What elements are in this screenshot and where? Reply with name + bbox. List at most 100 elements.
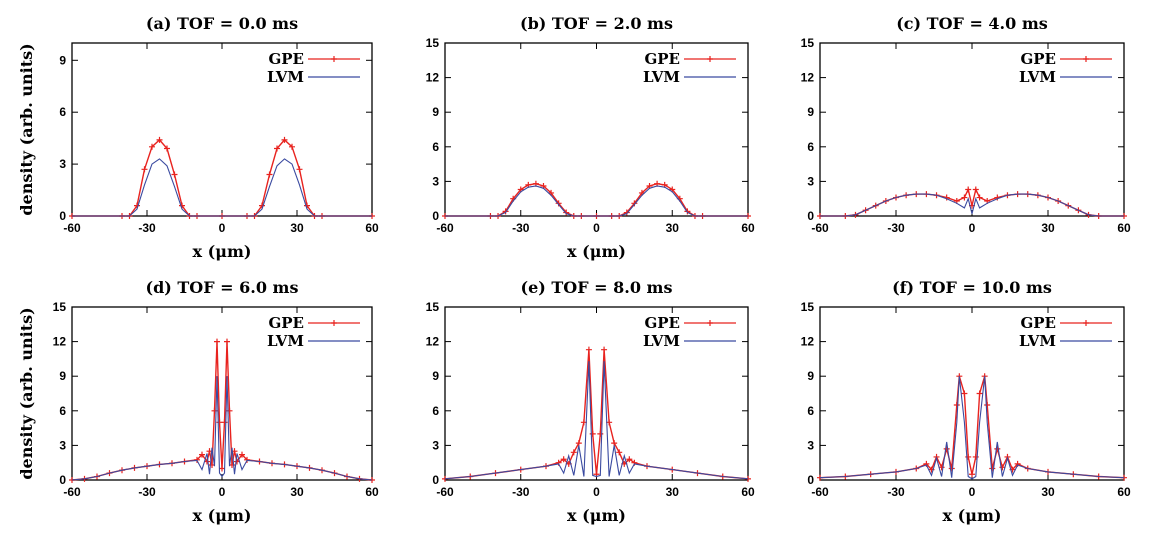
- x-tick-label: 30: [290, 485, 304, 499]
- series-line-gpe: [819, 376, 1125, 479]
- gpe-point: [570, 449, 577, 456]
- legend-label: LVM: [1019, 332, 1056, 350]
- y-tick-label: 12: [801, 71, 815, 85]
- legend-marker: [1083, 320, 1089, 326]
- gpe-point: [994, 445, 1001, 452]
- series-line-lvm: [72, 158, 372, 217]
- x-tick-label: 0: [593, 221, 600, 235]
- gpe-point: [623, 209, 630, 216]
- y-tick-label: 3: [807, 174, 814, 188]
- y-tick-label: 3: [59, 157, 66, 171]
- x-tick-label: 0: [219, 485, 226, 499]
- y-tick-label: 9: [59, 53, 66, 67]
- y-tick-label: 9: [807, 369, 814, 383]
- plot-frame: [444, 306, 749, 481]
- x-tick-label: -30: [512, 485, 530, 499]
- y-tick-label: 15: [801, 36, 815, 50]
- x-tick-label: 60: [741, 221, 755, 235]
- gpe-point: [969, 471, 975, 478]
- x-tick-label: 30: [666, 485, 680, 499]
- y-tick-label: 6: [59, 105, 66, 119]
- panel-1: (b) TOF = 2.0 ms -60 -30 0 30 60 0 3 6 9 12 15 x (μm…: [426, 14, 755, 261]
- panel-title: (b) TOF = 2.0 ms: [520, 14, 673, 33]
- series-line-lvm: [71, 376, 373, 481]
- gpe-point: [972, 453, 979, 460]
- y-tick-label: 9: [432, 369, 439, 383]
- y-tick-label: 0: [432, 209, 439, 223]
- gpe-point: [164, 145, 170, 152]
- legend-label: LVM: [267, 68, 304, 86]
- legend-label: LVM: [267, 332, 304, 350]
- x-tick-label: -60: [811, 221, 829, 235]
- legend-marker: [707, 320, 713, 326]
- x-tick-label: -60: [63, 221, 81, 235]
- x-tick-label: -30: [512, 221, 530, 235]
- x-tick-label: -60: [436, 221, 454, 235]
- gpe-point: [984, 402, 991, 409]
- series-line-lvm: [444, 361, 749, 480]
- y-tick-label: 15: [53, 300, 67, 314]
- plot-frame: [819, 42, 1125, 217]
- x-tick-label: -30: [887, 485, 905, 499]
- y-tick-label: 0: [807, 473, 814, 487]
- x-tick-label: -30: [138, 485, 156, 499]
- y-tick-label: 6: [807, 404, 814, 418]
- gpe-point: [141, 166, 148, 173]
- legend-label: GPE: [1020, 50, 1056, 68]
- x-tick-label: -30: [138, 221, 156, 235]
- gpe-point: [171, 171, 178, 178]
- legend-label: LVM: [643, 332, 680, 350]
- gpe-point: [281, 136, 288, 143]
- plot-frame: [71, 306, 373, 481]
- plot-frame: [444, 42, 749, 217]
- x-axis-label: x (μm): [567, 506, 626, 525]
- legend-marker: [1083, 56, 1089, 62]
- gpe-point: [943, 445, 950, 452]
- y-tick-label: 9: [807, 105, 814, 119]
- gpe-point: [244, 456, 250, 463]
- gpe-point: [296, 166, 303, 173]
- legend-label: GPE: [644, 50, 680, 68]
- gpe-point: [601, 346, 608, 353]
- gpe-point: [611, 440, 618, 447]
- x-tick-label: 30: [290, 221, 304, 235]
- gpe-point: [965, 453, 972, 460]
- legend-marker: [331, 320, 337, 326]
- series-line-lvm: [445, 185, 748, 217]
- gpe-point: [239, 451, 245, 458]
- gpe-point: [585, 346, 592, 353]
- y-tick-label: 15: [426, 36, 440, 50]
- y-tick-label: 12: [426, 71, 440, 85]
- legend-marker: [331, 56, 337, 62]
- gpe-point: [961, 390, 968, 397]
- y-tick-label: 12: [53, 335, 67, 349]
- panel-title: (a) TOF = 0.0 ms: [146, 14, 298, 33]
- y-tick-label: 12: [801, 335, 815, 349]
- series-line-lvm: [819, 376, 1125, 480]
- gpe-point: [953, 402, 960, 409]
- panel-title: (c) TOF = 4.0 ms: [896, 14, 1048, 33]
- legend-label: GPE: [644, 314, 680, 332]
- gpe-point: [194, 456, 200, 463]
- legend-marker: [707, 56, 713, 62]
- gpe-point: [199, 451, 205, 458]
- gpe-point: [274, 145, 280, 152]
- x-axis-label: x (μm): [193, 242, 252, 261]
- y-tick-label: 6: [59, 404, 66, 418]
- gpe-point: [989, 465, 996, 472]
- y-tick-label: 0: [59, 209, 66, 223]
- y-tick-label: 6: [432, 404, 439, 418]
- y-tick-label: 15: [801, 300, 815, 314]
- series-line-gpe: [72, 138, 372, 217]
- gpe-point: [575, 440, 582, 447]
- y-tick-label: 0: [59, 473, 66, 487]
- gpe-point: [156, 136, 163, 143]
- gpe-point: [961, 194, 968, 201]
- x-tick-label: 0: [969, 221, 976, 235]
- y-tick-label: 9: [59, 369, 66, 383]
- x-tick-label: 60: [1117, 221, 1131, 235]
- legend-label: LVM: [1019, 68, 1056, 86]
- y-tick-label: 0: [807, 209, 814, 223]
- y-axis-label: density (arb. units): [17, 307, 36, 479]
- y-tick-label: 12: [426, 335, 440, 349]
